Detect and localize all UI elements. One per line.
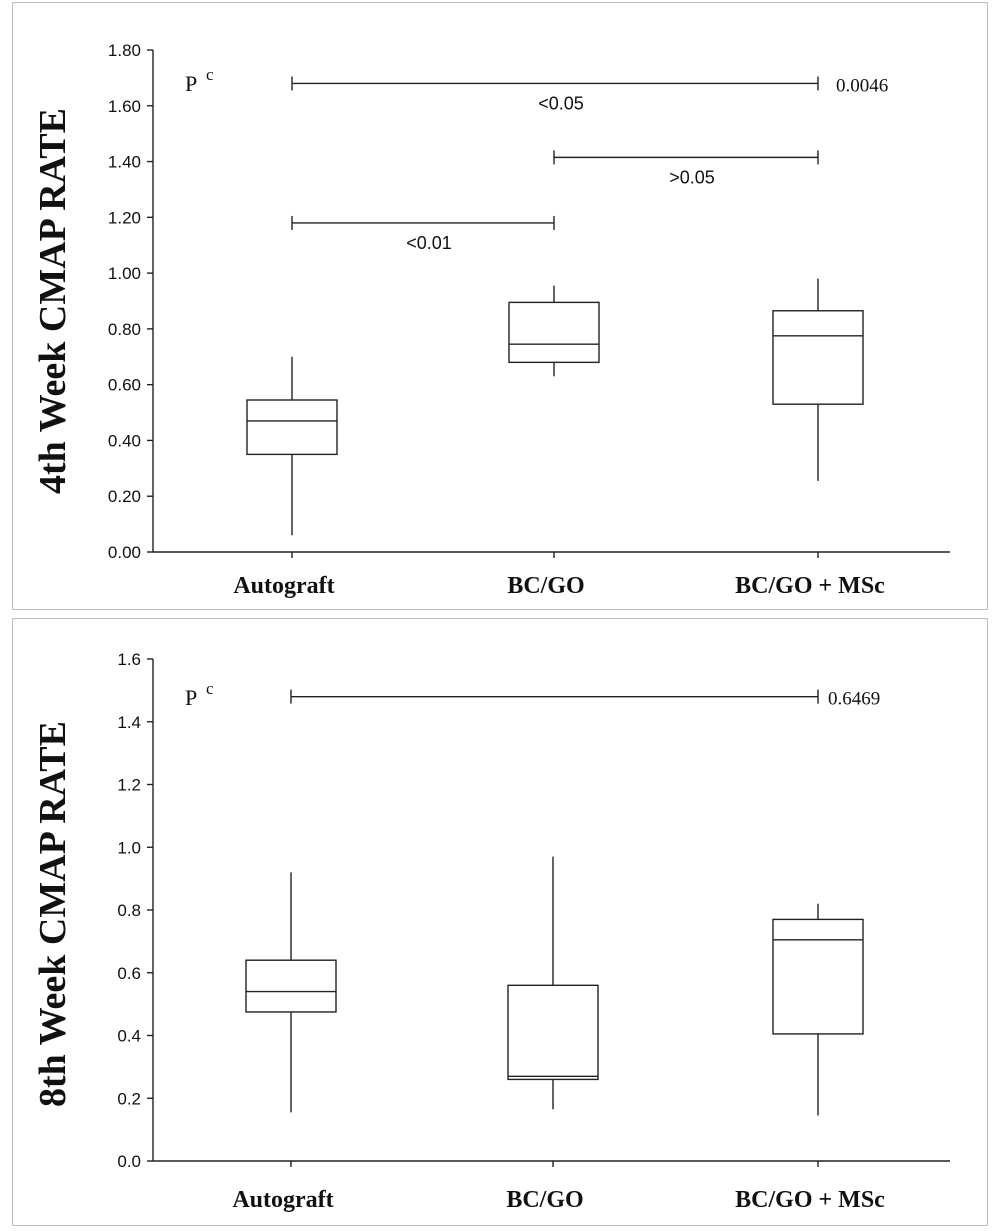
comparison-p-label: <0.01 [406,233,452,253]
y-tick-label: 1.2 [117,776,141,795]
comparison-p-label: >0.05 [669,167,715,187]
y-tick-label: 0.0 [117,1152,141,1171]
box-iqr [508,301,600,364]
overall-p-value: 0.6469 [828,689,880,710]
x-category-label: BC/GO + MSc [735,573,885,599]
chart-8th-week-svg: 0.0 0.2 0.4 0.6 0.8 1.0 1.2 1.4 1.6 Autograft BC/G… [32,650,950,1213]
chart-panel-8th-week: 0.0 0.2 0.4 0.6 0.8 1.0 1.2 1.4 1.6 Autograft BC/G… [12,618,988,1226]
y-tick-label: 0.4 [117,1027,141,1046]
y-tick-label: 1.6 [117,650,141,669]
x-category-label: BC/GO [507,573,584,599]
y-tick-label: 1.4 [117,713,141,732]
box-iqr [772,918,864,1035]
y-tick-label: 0.00 [108,543,141,562]
box-iqr [246,399,338,456]
y-tick-label: 1.40 [108,153,141,172]
test-superscript: c [206,65,214,84]
overall-p-value: 0.0046 [836,75,888,96]
y-axis-title: 8th Week CMAP RATE [32,721,74,1107]
chart-4th-week-svg: 0.00 0.20 0.40 0.60 0.80 1.00 1.20 1.40 1.60 1.80… [32,41,950,599]
test-superscript: c [206,679,214,698]
chart-panel-4th-week: 0.00 0.20 0.40 0.60 0.80 1.00 1.20 1.40 1.60 1.80… [12,2,988,610]
y-tick-label: 0.60 [108,376,141,395]
y-tick-label: 0.20 [108,487,141,506]
y-tick-label: 1.80 [108,41,141,60]
y-tick-label: 1.20 [108,208,141,227]
y-tick-label: 0.6 [117,964,141,983]
y-tick-label: 0.40 [108,431,141,450]
box-iqr [772,310,864,405]
box-iqr [245,959,337,1013]
y-tick-label: 0.8 [117,901,141,920]
x-category-label: Autograft [233,573,334,599]
x-category-label: BC/GO + MSc [735,1187,885,1213]
y-tick-label: 1.60 [108,97,141,116]
x-category-label: Autograft [232,1187,333,1213]
y-axis-title: 4th Week CMAP RATE [32,108,74,494]
test-label: P [185,71,197,96]
x-category-label: BC/GO [506,1187,583,1213]
test-label: P [185,685,197,710]
y-tick-label: 1.00 [108,264,141,283]
y-tick-label: 1.0 [117,838,141,857]
y-tick-label: 0.2 [117,1089,141,1108]
comparison-p-label: <0.05 [538,93,584,113]
y-tick-label: 0.80 [108,320,141,339]
box-iqr [507,984,599,1081]
